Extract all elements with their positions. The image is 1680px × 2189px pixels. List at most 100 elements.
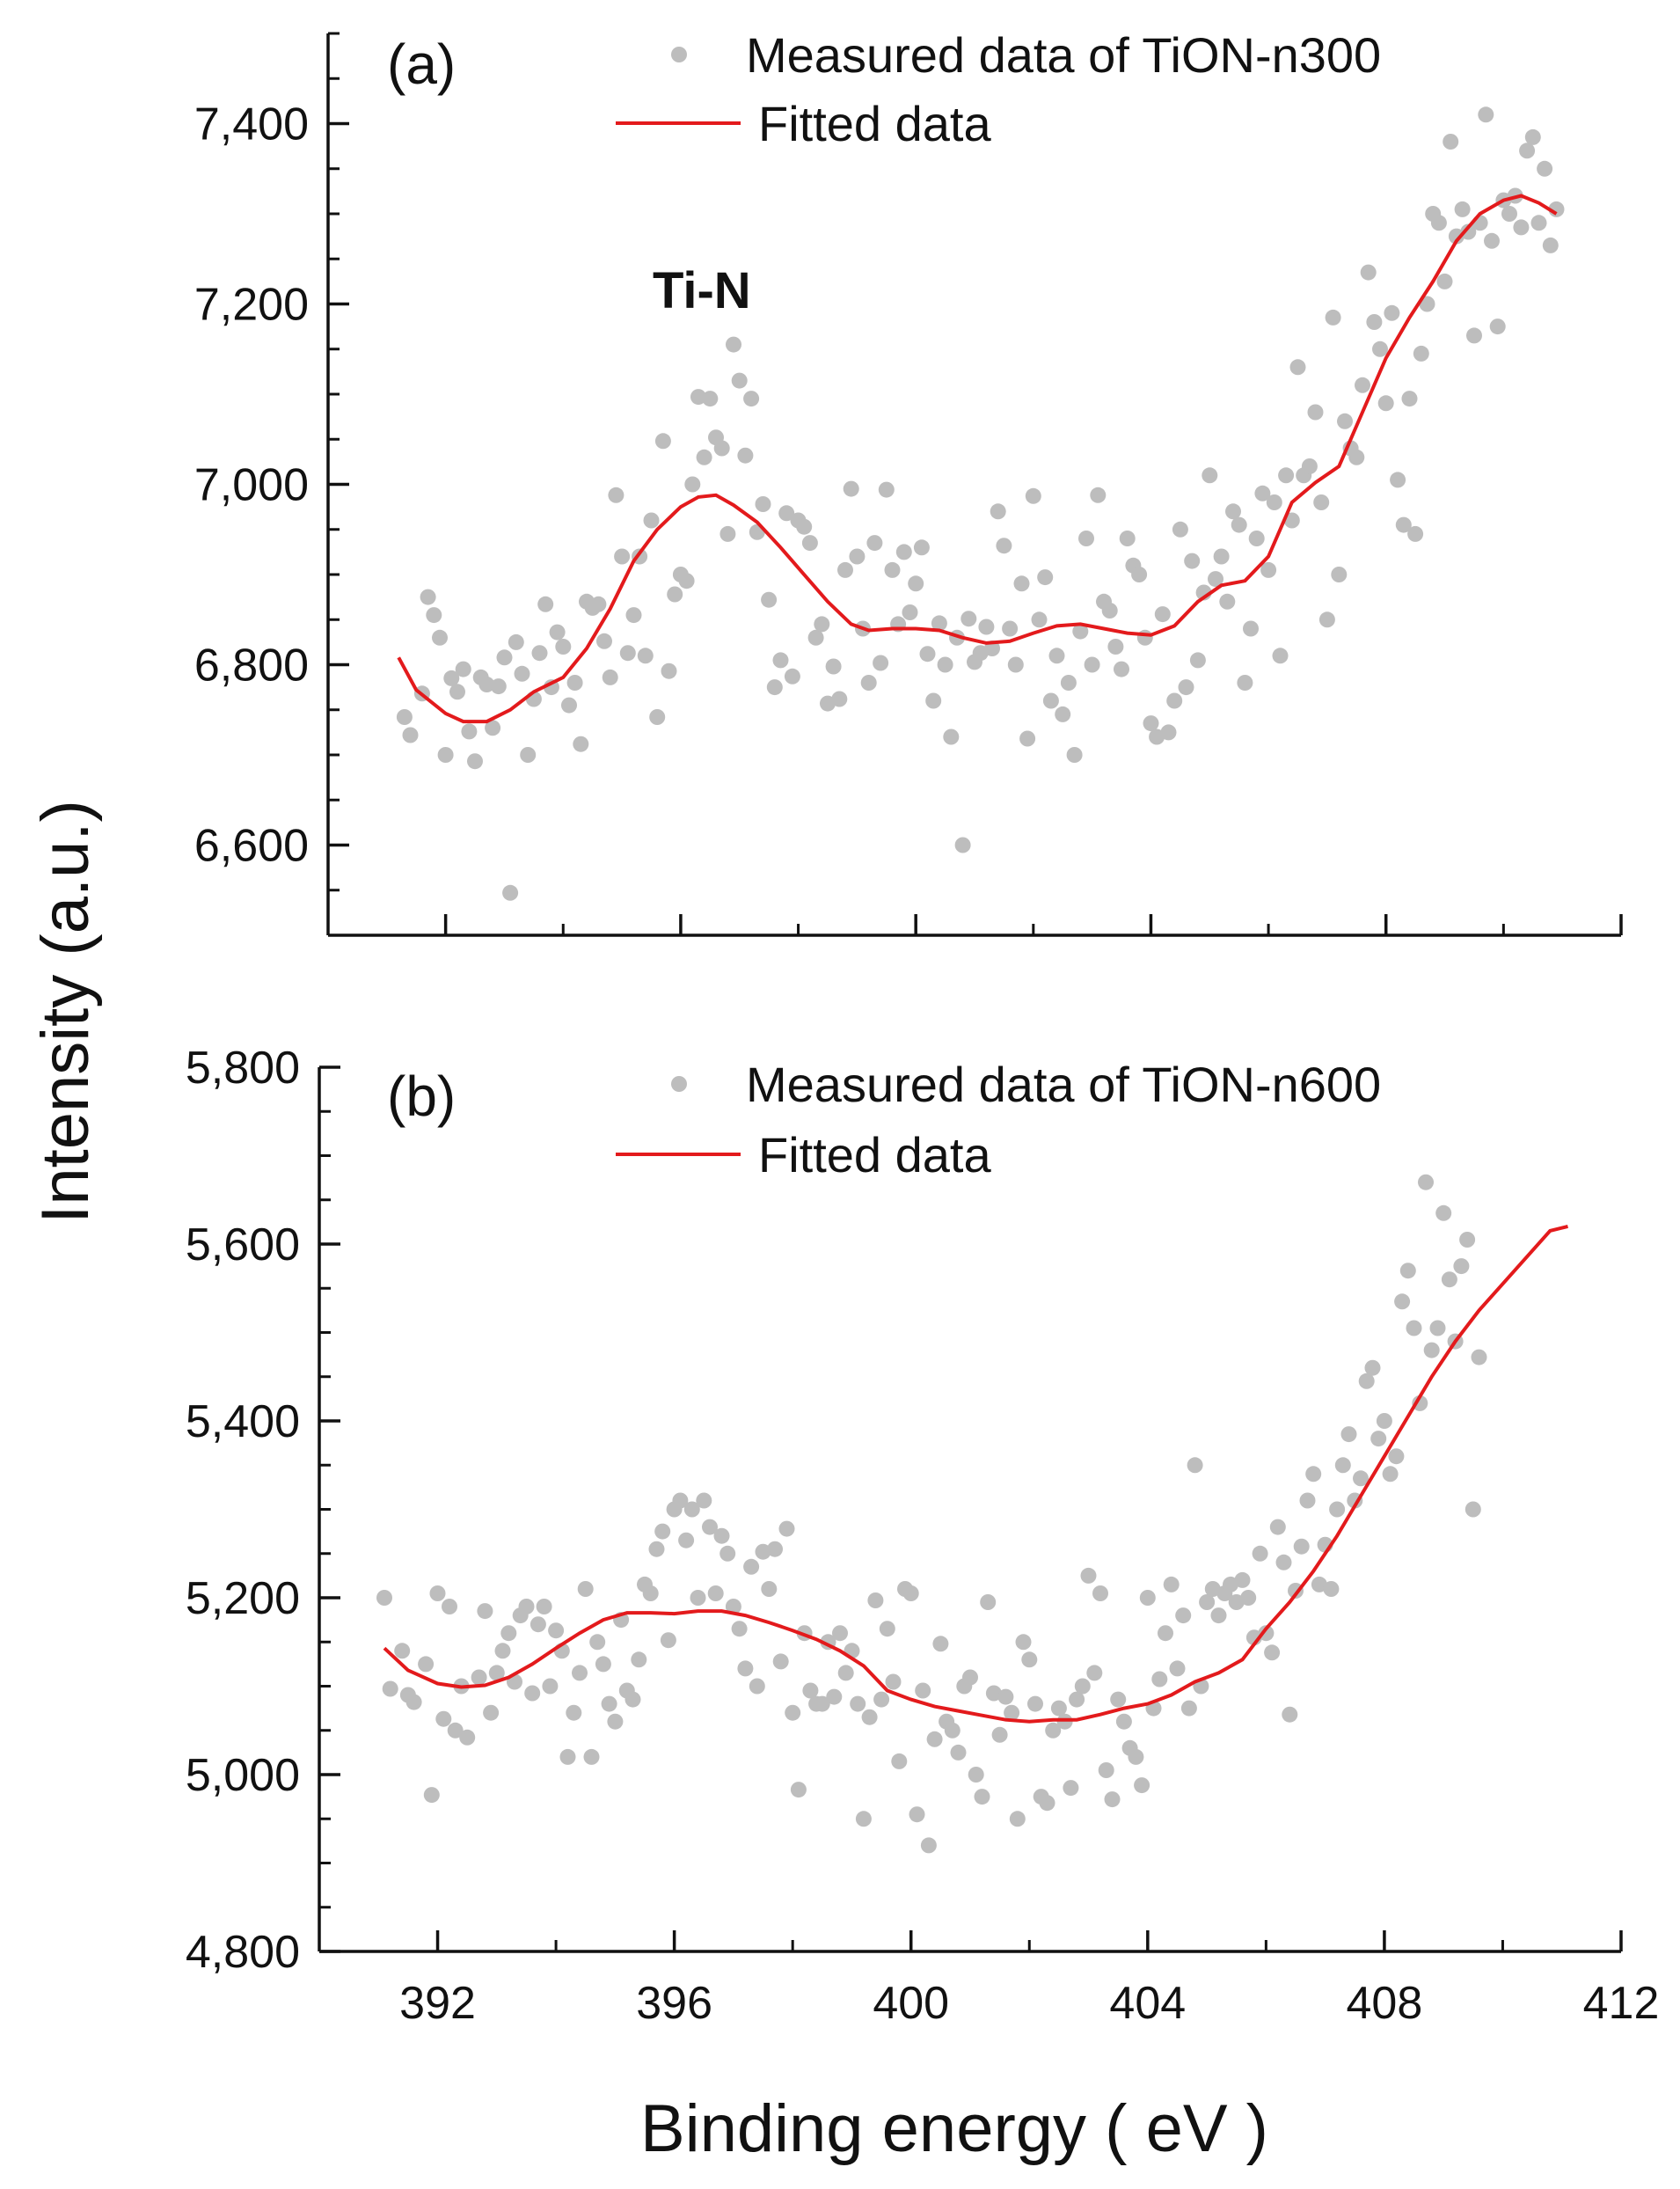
panel-b-data-point bbox=[1412, 1395, 1428, 1411]
panel-a-data-point bbox=[1331, 567, 1348, 582]
panel-b-y-tick-label: 5,000 bbox=[186, 1750, 300, 1801]
panel-b-data-point bbox=[1471, 1349, 1487, 1365]
panel-b-data-point bbox=[1169, 1660, 1186, 1677]
panel-a-data-point bbox=[1107, 639, 1124, 655]
panel-b-data-point bbox=[1086, 1665, 1103, 1681]
panel-b-data-point bbox=[1275, 1554, 1292, 1570]
panel-a-data-point bbox=[508, 633, 524, 650]
panel-b-data-point bbox=[1092, 1585, 1108, 1601]
panel-b-data-point bbox=[980, 1594, 997, 1610]
panel-a-data-point bbox=[1501, 206, 1517, 222]
panel-a-data-point bbox=[778, 505, 795, 522]
panel-b-data-point bbox=[1175, 1607, 1192, 1624]
panel-a-data-point bbox=[443, 670, 460, 686]
panel-b-data-point bbox=[530, 1616, 546, 1633]
panel-a-data-point bbox=[1189, 652, 1206, 669]
panel-a-data-point bbox=[761, 591, 778, 608]
panel-b-data-point bbox=[1370, 1431, 1387, 1447]
panel-b-data-point bbox=[648, 1541, 665, 1557]
panel-b-data-point bbox=[1334, 1457, 1351, 1474]
panel-b-data-point bbox=[477, 1603, 493, 1620]
panel-b-data-point bbox=[1364, 1359, 1381, 1376]
panel-b-data-point bbox=[1134, 1777, 1150, 1794]
panel-a-data-point bbox=[1384, 304, 1400, 321]
panel-b-data-point bbox=[802, 1682, 819, 1699]
panel-a-data-point bbox=[961, 611, 977, 627]
panel-b-data-point bbox=[944, 1722, 961, 1739]
panel-b-data-point bbox=[909, 1806, 925, 1823]
panel-b-data-point bbox=[405, 1694, 422, 1710]
panel-a-data-point bbox=[1178, 679, 1194, 696]
panel-a-measured-points bbox=[396, 106, 1565, 901]
panel-b-data-point bbox=[950, 1744, 967, 1761]
panel-b-data-point bbox=[494, 1643, 511, 1659]
panel-b-data-point bbox=[601, 1695, 617, 1712]
panel-b-data-point bbox=[1210, 1607, 1227, 1624]
panel-b-data-point bbox=[867, 1592, 884, 1608]
panel-b-data-point bbox=[559, 1748, 576, 1765]
panel-b-data-point bbox=[719, 1545, 736, 1562]
panel-b-measured-points bbox=[376, 1174, 1487, 1854]
panel-a-data-point bbox=[426, 607, 442, 624]
panel-a-data-point bbox=[1202, 467, 1218, 484]
panel-b-y-tick-label: 5,800 bbox=[186, 1043, 300, 1094]
panel-a-data-point bbox=[1208, 571, 1223, 588]
panel-a-data-point bbox=[1301, 458, 1318, 474]
panel-b-data-point bbox=[447, 1722, 464, 1739]
panel-a-data-point bbox=[1013, 575, 1030, 592]
panel-a-data-point bbox=[649, 709, 666, 725]
panel-a-data-point bbox=[1019, 730, 1036, 747]
panel-b-data-point bbox=[382, 1680, 398, 1697]
panel-b-data-point bbox=[518, 1599, 535, 1614]
panel-b-x-tick-label: 412 bbox=[1583, 1978, 1660, 2029]
panel-a-legend-label-measured: Measured data of TiON-n300 bbox=[746, 27, 1381, 83]
panel-a-data-point bbox=[1219, 593, 1236, 610]
panel-b-data-point bbox=[471, 1669, 487, 1686]
panel-b-data-point bbox=[1098, 1762, 1114, 1778]
panel-b-data-point bbox=[767, 1541, 783, 1557]
panel-a-data-point bbox=[1489, 318, 1506, 335]
panel-a-data-point bbox=[514, 665, 530, 682]
panel-b-data-point bbox=[1394, 1293, 1411, 1310]
panel-b-data-point bbox=[394, 1643, 411, 1659]
panel-b-data-point bbox=[435, 1710, 452, 1727]
panel-b-data-point bbox=[1323, 1581, 1340, 1597]
panel-a-data-point bbox=[661, 663, 677, 679]
panel-a-data-point bbox=[1360, 264, 1377, 281]
panel-b-data-point bbox=[1441, 1271, 1457, 1288]
panel-a-data-point bbox=[1390, 472, 1406, 488]
panel-b-data-point bbox=[696, 1492, 712, 1509]
panel-a-data-point bbox=[702, 391, 719, 407]
panel-b-data-point bbox=[566, 1704, 582, 1721]
panel-a-data-point bbox=[1031, 611, 1048, 628]
panel-a-data-point bbox=[420, 589, 436, 605]
panel-b-data-point bbox=[790, 1782, 807, 1798]
panel-a-data-point bbox=[1072, 623, 1089, 640]
panel-b-y-tick-label: 5,600 bbox=[186, 1219, 300, 1270]
y-axis-title: Intensity (a.u.) bbox=[28, 800, 103, 1224]
panel-b-data-point bbox=[778, 1520, 795, 1537]
panel-b-data-point bbox=[731, 1621, 748, 1637]
panel-b-data-point bbox=[761, 1581, 778, 1597]
panel-a-data-point bbox=[1519, 143, 1536, 159]
panel-b-data-point bbox=[873, 1691, 890, 1708]
panel-a-data-point bbox=[485, 720, 501, 736]
panel-b-data-point bbox=[583, 1748, 600, 1765]
panel-a-data-point bbox=[919, 646, 936, 663]
panel-a-data-point bbox=[1355, 377, 1370, 393]
panel-b-data-point bbox=[1329, 1501, 1346, 1518]
panel-b-data-point bbox=[932, 1636, 949, 1652]
panel-b-data-point bbox=[785, 1704, 801, 1721]
panel-b-data-point bbox=[376, 1590, 392, 1606]
panel-b-data-point bbox=[1435, 1204, 1452, 1221]
panel-a-data-point bbox=[1237, 675, 1253, 691]
panel-a-data-point bbox=[1430, 215, 1447, 231]
panel-a-y-tick-label: 7,400 bbox=[194, 99, 309, 150]
panel-b-data-point bbox=[536, 1599, 552, 1614]
panel-b-data-point bbox=[920, 1837, 937, 1854]
panel-a-data-point bbox=[549, 624, 566, 641]
panel-b-data-point bbox=[690, 1590, 706, 1606]
panel-a-data-point bbox=[866, 535, 883, 552]
panel-a-data-point bbox=[1436, 273, 1453, 289]
panel-a-data-point bbox=[1407, 525, 1424, 542]
